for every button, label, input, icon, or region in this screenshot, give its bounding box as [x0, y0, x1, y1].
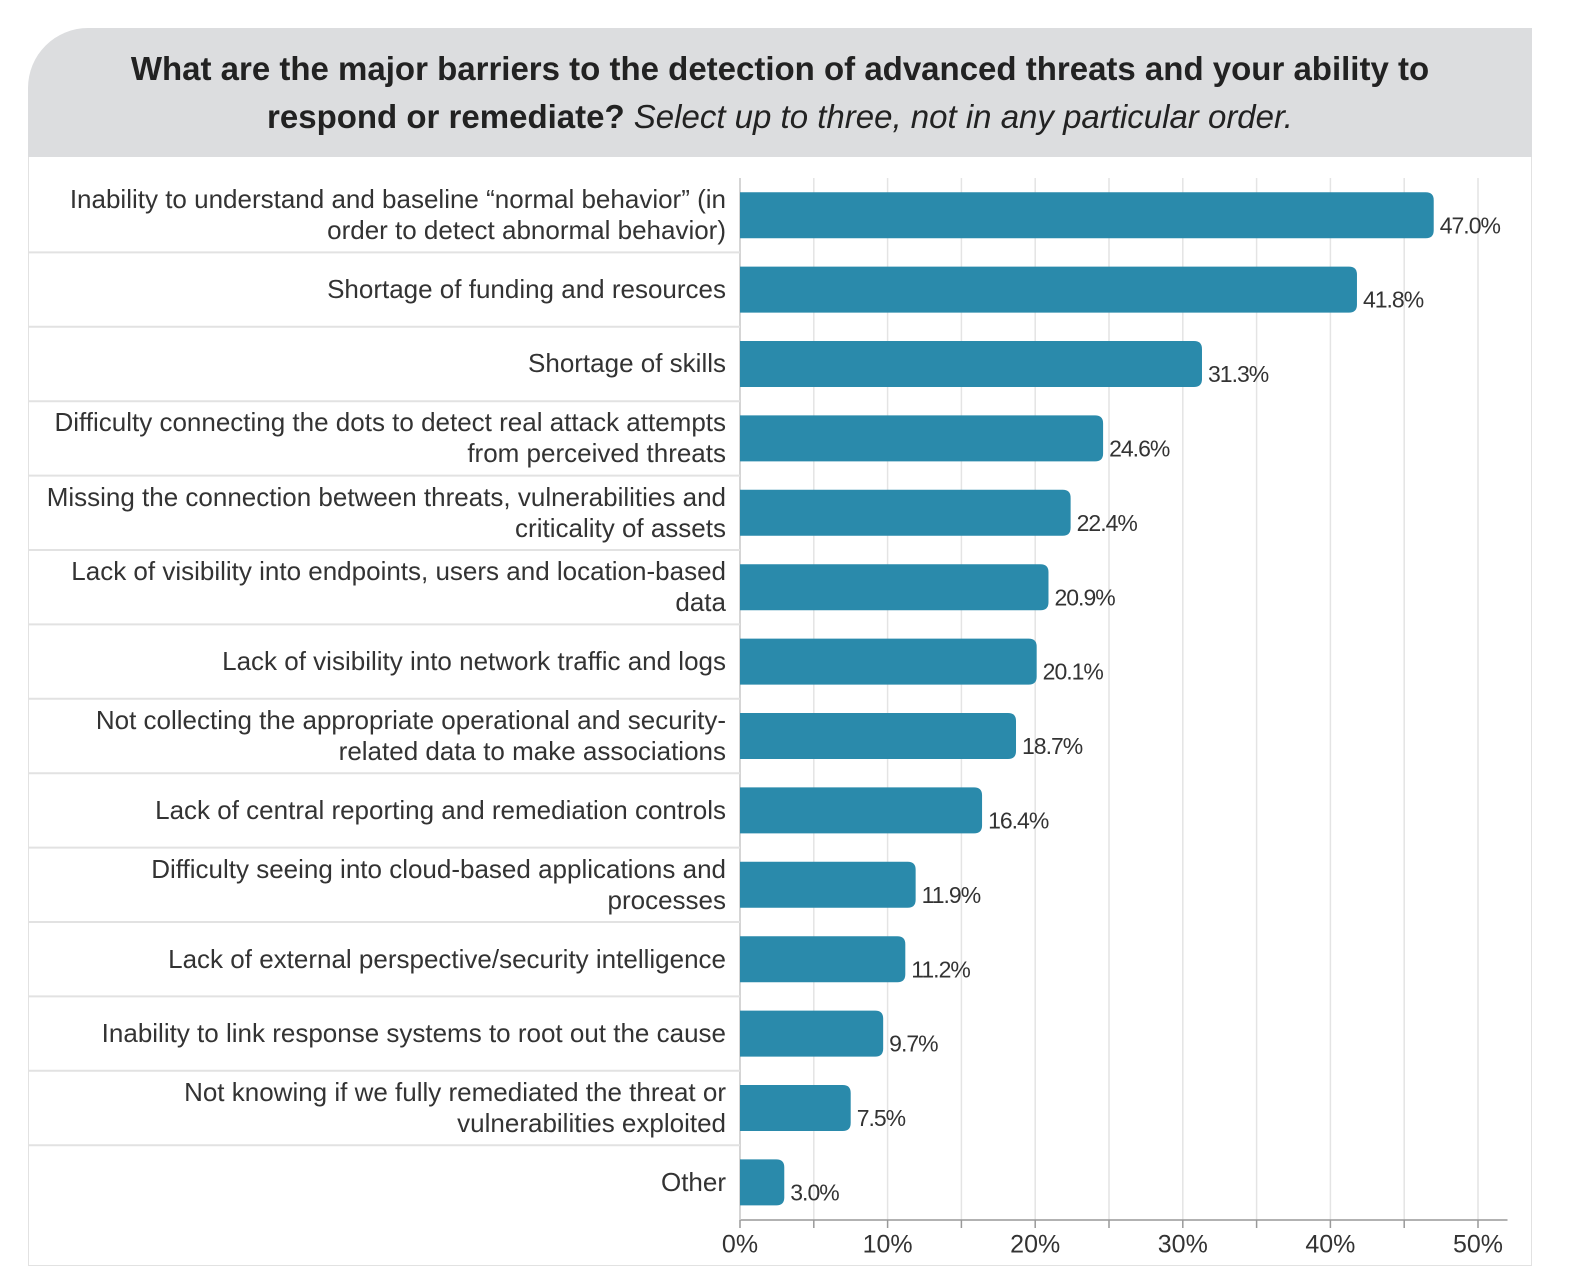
category-label: Lack of central reporting and remediatio…	[40, 773, 726, 847]
x-tick-label: 30%	[1158, 1231, 1208, 1259]
value-label: 11.2%	[911, 956, 970, 982]
value-label: 31.3%	[1208, 361, 1269, 387]
category-text: Not collecting the appropriate operation…	[95, 704, 726, 766]
bar	[740, 1010, 884, 1057]
category-text: Other	[660, 1166, 726, 1197]
category-text: Inability to understand and baseline “no…	[69, 184, 726, 246]
x-tick-label: 20%	[1010, 1231, 1060, 1259]
category-text: Inability to link response systems to ro…	[101, 1018, 726, 1049]
value-label: 18.7%	[1022, 733, 1083, 759]
bar	[740, 564, 1049, 611]
category-text: Lack of central reporting and remediatio…	[155, 794, 726, 825]
bar	[740, 861, 916, 908]
bar	[740, 936, 906, 983]
category-label: Not collecting the appropriate operation…	[40, 699, 726, 773]
x-tick-label: 40%	[1305, 1231, 1355, 1259]
frame	[28, 157, 1532, 1266]
category-text: Difficulty seeing into cloud-based appli…	[151, 853, 726, 915]
bar	[740, 713, 1017, 759]
value-label: 22.4%	[1077, 510, 1138, 536]
category-text: Lack of external perspective/security in…	[168, 943, 726, 974]
bar	[740, 192, 1434, 239]
bar	[740, 1085, 851, 1131]
value-label: 9.7%	[889, 1031, 938, 1057]
title-block: What are the major barriers to the detec…	[90, 45, 1470, 141]
category-label: Not knowing if we fully remediated the t…	[40, 1071, 726, 1145]
category-text: Difficulty connecting the dots to detect…	[54, 407, 726, 469]
bar	[740, 266, 1357, 313]
value-label: 7.5%	[857, 1105, 906, 1131]
category-label: Missing the connection between threats, …	[40, 476, 726, 550]
bar	[740, 638, 1037, 685]
chart-title: What are the major barriers to the detec…	[130, 49, 1430, 135]
category-label: Lack of visibility into network traffic …	[40, 624, 726, 698]
category-label: Inability to link response systems to ro…	[40, 996, 726, 1070]
category-label: Difficulty seeing into cloud-based appli…	[40, 848, 726, 922]
value-label: 11.9%	[922, 882, 981, 908]
category-label: Difficulty connecting the dots to detect…	[40, 401, 726, 475]
value-label: 24.6%	[1109, 435, 1170, 461]
value-label: 16.4%	[988, 807, 1049, 833]
bar	[740, 787, 983, 834]
value-label: 41.8%	[1363, 287, 1424, 313]
category-label: Lack of visibility into endpoints, users…	[40, 550, 726, 624]
x-tick-label: 0%	[722, 1231, 758, 1259]
bar	[740, 489, 1071, 536]
bar	[740, 341, 1202, 387]
category-text: Shortage of skills	[528, 348, 726, 379]
x-tick-label: 10%	[863, 1231, 913, 1259]
value-label: 20.1%	[1043, 659, 1104, 685]
category-text: Missing the connection between threats, …	[46, 481, 726, 543]
category-label: Shortage of funding and resources	[40, 252, 726, 326]
category-text: Lack of visibility into network traffic …	[222, 646, 726, 677]
header: What are the major barriers to the detec…	[28, 28, 1532, 157]
bar	[740, 1159, 785, 1206]
category-label: Lack of external perspective/security in…	[40, 922, 726, 996]
category-label: Shortage of skills	[40, 327, 726, 401]
x-tick-label: 50%	[1453, 1231, 1503, 1259]
category-label: Inability to understand and baseline “no…	[40, 178, 726, 252]
category-label: Other	[40, 1145, 726, 1219]
category-text: Not knowing if we fully remediated the t…	[184, 1076, 726, 1138]
category-text: Shortage of funding and resources	[327, 274, 726, 305]
category-text: Lack of visibility into endpoints, users…	[71, 556, 726, 618]
bar	[740, 415, 1104, 462]
value-label: 20.9%	[1054, 584, 1115, 610]
value-label: 47.0%	[1440, 212, 1501, 238]
chart-subtitle: Select up to three, not in any particula…	[633, 97, 1293, 135]
value-label: 3.0%	[790, 1179, 839, 1205]
